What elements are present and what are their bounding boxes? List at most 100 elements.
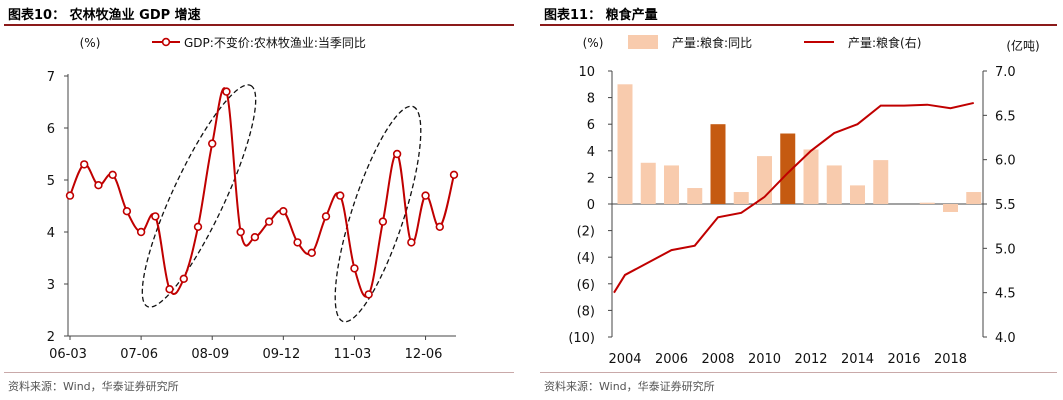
x-tick-label: 2018: [934, 352, 967, 367]
left-y-tick-label: (8): [577, 304, 595, 319]
bar: [873, 160, 889, 204]
gdp-growth-line: [69, 87, 455, 298]
gdp-data-point: [449, 170, 459, 180]
gdp-data-point: [136, 227, 146, 237]
gdp-data-point: [364, 290, 373, 299]
x-tick-label: 06-03: [49, 347, 87, 362]
grain-output-chart: (10) (8) (6) (4) (2) 0 2 4 6 8 10 4.0 4.5 5.0 5.5 6.0 6.…: [568, 35, 1040, 367]
dashed-highlight-ellipse-2: [334, 105, 422, 323]
y-axis-unit: (%): [80, 36, 101, 50]
bar-highlighted: [780, 133, 796, 204]
gdp-data-point: [321, 212, 331, 221]
legend-line-label: 产量:粮食(右): [848, 35, 921, 50]
gdp-data-point: [193, 222, 203, 232]
gdp-data-point: [94, 181, 103, 190]
right-chart-panel: 图表11： 粮食产量 (10) (8) (6) (4) (2) 0 2 4 6 8 10 4.0 4.5…: [536, 0, 1063, 400]
gdp-data-point: [336, 191, 345, 200]
gdp-data-point: [421, 191, 430, 200]
x-tick-label: 07-06: [120, 347, 158, 362]
gdp-data-point: [307, 248, 316, 258]
gdp-data-point: [435, 222, 444, 232]
right-y-tick-label: 6.5: [995, 109, 1016, 124]
gdp-data-point: [350, 264, 359, 273]
gdp-data-point: [179, 274, 188, 284]
gdp-data-point: [151, 212, 160, 221]
bar: [826, 165, 842, 204]
legend-bar-label: 产量:粮食:同比: [672, 35, 752, 50]
x-tick-label: 09-12: [262, 347, 300, 362]
right-y-tick-label: 4.5: [995, 287, 1016, 302]
gdp-data-point: [392, 149, 402, 159]
x-tick-label: 2012: [794, 352, 827, 367]
gdp-data-point: [222, 87, 231, 96]
x-tick-label: 2004: [608, 352, 641, 367]
gdp-data-point: [80, 160, 89, 169]
gdp-data-point: [108, 170, 117, 180]
left-y-tick-label: 4: [587, 145, 595, 160]
x-tick-label: 2008: [701, 352, 734, 367]
y-tick-label: 6: [47, 122, 55, 137]
gdp-data-point: [378, 217, 388, 226]
left-y-tick-label: 8: [587, 92, 595, 107]
gdp-data-point: [293, 238, 302, 247]
y-tick-label: 2: [47, 330, 55, 345]
legend-marker-swatch: [161, 37, 171, 47]
left-chart-source: 资料来源：Wind，华泰证券研究所: [8, 380, 179, 393]
right-y-tick-label: 6.0: [995, 154, 1016, 169]
legend-bar-swatch: [628, 35, 658, 49]
bar: [850, 185, 865, 204]
right-y-tick-label: 5.0: [995, 242, 1016, 257]
bar: [664, 165, 679, 204]
dashed-highlight-ellipse-1: [141, 84, 257, 308]
left-chart-panel: 图表10： 农林牧渔业 GDP 增速 2 3 4 5 6 7 (%) 06-03 07-06 08…: [0, 0, 520, 400]
grain-output-line: [613, 101, 974, 294]
left-chart-title: 图表10： 农林牧渔业 GDP 增速: [8, 8, 201, 23]
y-tick-label: 7: [47, 70, 55, 85]
legend-label: GDP:不变价:农林牧渔业:当季同比: [184, 35, 366, 50]
right-y-tick-label: 4.0: [995, 331, 1016, 346]
gdp-data-point: [407, 238, 416, 247]
left-y-tick-label: 6: [587, 118, 595, 133]
y-tick-label: 4: [47, 226, 55, 241]
x-tick-label: 12-06: [405, 347, 443, 362]
left-y-tick-label: (6): [577, 278, 595, 293]
x-tick-label: 11-03: [334, 347, 372, 362]
y-tick-label: 5: [47, 174, 55, 189]
right-title-rule: [540, 24, 1057, 26]
bar: [640, 162, 656, 204]
left-y-tick-label: (2): [577, 225, 595, 240]
y-tick-label: 3: [47, 278, 55, 293]
bar: [733, 192, 749, 204]
left-y-tick-label: (4): [577, 251, 595, 266]
gdp-data-point: [236, 227, 245, 237]
x-tick-label: 2010: [748, 352, 781, 367]
gdp-data-point: [165, 285, 174, 294]
gdp-data-point: [208, 139, 217, 148]
left-y-tick-label: (10): [568, 331, 595, 346]
right-bottom-rule: [540, 372, 1057, 373]
x-tick-label: 08-09: [191, 347, 229, 362]
gdp-growth-chart: 2 3 4 5 6 7 (%) 06-03 07-06 08-09 09-12 11-03 12-06 G…: [47, 35, 459, 362]
right-y-axis-unit: (亿吨): [1006, 38, 1039, 53]
left-y-tick-label: 2: [587, 171, 595, 186]
bar: [617, 84, 633, 204]
left-y-axis-unit: (%): [583, 36, 604, 50]
bar: [919, 202, 935, 204]
left-title-rule: [4, 24, 514, 26]
bar: [687, 188, 703, 204]
gdp-data-point: [279, 207, 288, 216]
gdp-data-point: [122, 207, 132, 216]
x-tick-label: 2014: [841, 352, 874, 367]
right-y-tick-label: 5.5: [995, 198, 1016, 213]
bar: [803, 149, 819, 204]
right-y-tick-label: 7.0: [995, 65, 1016, 80]
bar: [943, 204, 958, 212]
left-bottom-rule: [4, 372, 514, 373]
gdp-data-point: [65, 191, 75, 200]
left-y-tick-label: 0: [587, 198, 595, 213]
right-chart-source: 资料来源：Wind，华泰证券研究所: [544, 380, 715, 393]
x-tick-label: 2016: [887, 352, 920, 367]
right-chart-title: 图表11： 粮食产量: [544, 8, 658, 23]
gdp-data-point: [250, 233, 260, 242]
gdp-data-point: [264, 217, 274, 226]
